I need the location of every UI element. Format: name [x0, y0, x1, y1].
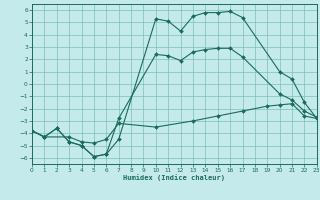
- X-axis label: Humidex (Indice chaleur): Humidex (Indice chaleur): [124, 175, 225, 181]
